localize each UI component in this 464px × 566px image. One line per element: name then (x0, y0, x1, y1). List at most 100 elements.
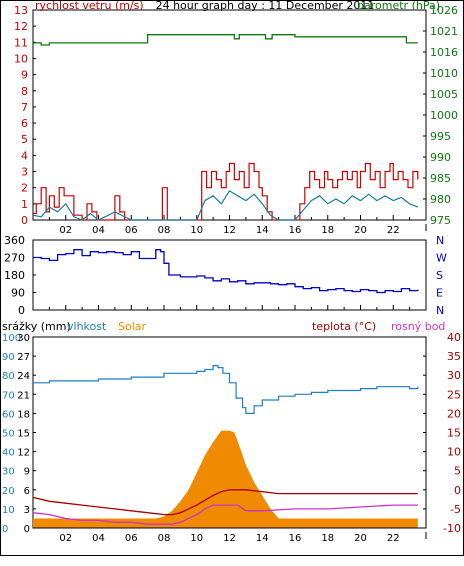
legend-label-3: teplota (°C) (312, 320, 376, 333)
direction-ytick-label: 90 (11, 287, 25, 300)
wind-ytick-label: 1 (21, 198, 28, 211)
wind-speed-line (33, 162, 419, 221)
wind-ytick-label: 8 (21, 85, 28, 98)
legend-label-1: vlhkost (67, 320, 107, 333)
direction-ytick-label: 270 (4, 252, 25, 265)
temperature-line (32, 489, 418, 516)
humidity-ytick-label: 30 (2, 467, 15, 478)
legend-label-0: srážky (mm) (2, 320, 71, 333)
temperature-ytick-label: 10 (447, 446, 461, 459)
direction-compass-label: N (436, 234, 444, 247)
temperature-ytick-label: -5 (450, 503, 461, 516)
humidity-ytick-label: 20 (2, 486, 15, 497)
wind-panel-xtick-label: 20 (354, 225, 367, 236)
climate-panel-xtick-label: 08 (158, 533, 171, 544)
wind-ytick-label: 9 (21, 69, 28, 82)
wind-panel-xtick-label: 10 (190, 225, 203, 236)
chart-title: 24 hour graph day : 11 December 2011 (156, 0, 375, 12)
solar-area (33, 430, 418, 528)
temperature-ytick-label: 35 (447, 350, 461, 363)
rain-ytick-label: 30 (17, 333, 30, 344)
direction-compass-label: E (436, 287, 443, 300)
temperature-ytick-label: 0 (454, 484, 461, 497)
barometer-line (33, 34, 418, 46)
direction-panel-frame (32, 239, 427, 311)
humidity-ytick-label: 70 (2, 390, 15, 401)
barometer-ytick-label: 980 (430, 193, 451, 206)
direction-ytick-label: 180 (4, 269, 25, 282)
humidity-ytick-label: 50 (2, 429, 15, 440)
barometer-ytick-label: 995 (430, 130, 451, 143)
humidity-line (33, 365, 419, 414)
wind-ytick-label: 11 (14, 36, 28, 49)
wind-panel-xtick-label: 06 (125, 225, 138, 236)
barometer-axis-title: barometr (hPa) (357, 0, 440, 12)
rain-ytick-label: 18 (17, 409, 30, 420)
temperature-ytick-label: -10 (443, 522, 461, 535)
barometer-ytick-label: 1021 (430, 25, 458, 38)
wind-direction-line (33, 249, 419, 294)
humidity-ytick-label: 0 (2, 524, 8, 535)
temperature-ytick-label: 30 (447, 369, 461, 382)
wind-ytick-label: 0 (21, 214, 28, 227)
wind-ytick-label: 6 (21, 117, 28, 130)
rain-ytick-label: 6 (24, 486, 30, 497)
temperature-ytick-label: 20 (447, 407, 461, 420)
wind-panel-xtick-label: 08 (158, 225, 171, 236)
barometer-ytick-label: 975 (430, 214, 451, 227)
rain-ytick-label: 27 (17, 352, 30, 363)
climate-panel-xtick-label: 02 (59, 533, 72, 544)
direction-compass-label: S (436, 269, 443, 282)
wind-panel-xtick-label: 02 (59, 225, 72, 236)
temperature-ytick-label: 15 (447, 427, 461, 440)
wind-axis-title: rychlost vetru (m/s) (35, 0, 144, 12)
rain-ytick-label: 24 (17, 371, 30, 382)
barometer-ytick-label: 1000 (430, 109, 458, 122)
legend-label-4: rosný bod (391, 320, 445, 333)
rain-ytick-label: 15 (17, 429, 30, 440)
wind-ytick-label: 3 (21, 166, 28, 179)
direction-compass-label: N (436, 304, 444, 317)
climate-panel-xtick-label: 12 (223, 533, 236, 544)
wind-ytick-label: 2 (21, 182, 28, 195)
humidity-ytick-label: 10 (2, 505, 15, 516)
wind-ytick-label: 13 (14, 4, 28, 17)
humidity-ytick-label: 90 (2, 352, 15, 363)
barometer-ytick-label: 985 (430, 172, 451, 185)
wind-ytick-label: 5 (21, 133, 28, 146)
wind-panel-xtick-label: 22 (387, 225, 400, 236)
temperature-ytick-label: 25 (447, 388, 461, 401)
rain-ytick-label: 3 (24, 505, 30, 516)
wind-ytick-label: 12 (14, 20, 28, 33)
wind-average-line (32, 190, 419, 221)
rain-ytick-label: 9 (24, 467, 30, 478)
wind-ytick-label: 7 (21, 101, 28, 114)
direction-ytick-label: 360 (4, 234, 25, 247)
dewpoint-line (32, 504, 418, 525)
climate-panel-xtick-label: 18 (321, 533, 334, 544)
rain-ytick-label: 0 (24, 524, 30, 535)
climate-panel-xtick-label: 10 (190, 533, 203, 544)
climate-panel-xtick-label: 14 (256, 533, 269, 544)
wind-panel-frame (32, 9, 427, 221)
rain-ytick-label: 21 (17, 390, 30, 401)
wind-panel-xtick-label: 04 (92, 225, 105, 236)
humidity-ytick-label: 100 (2, 333, 21, 344)
wind-panel-xtick-label: 16 (289, 225, 302, 236)
humidity-ytick-label: 80 (2, 371, 15, 382)
barometer-ytick-label: 1005 (430, 88, 458, 101)
climate-panel-xtick-label: 04 (92, 533, 105, 544)
direction-compass-label: W (436, 252, 447, 265)
wind-panel-xtick-label: 14 (256, 225, 269, 236)
climate-panel-xtick-label: 22 (387, 533, 400, 544)
climate-panel-xtick-label: 16 (289, 533, 302, 544)
climate-panel-xtick-label: 06 (125, 533, 138, 544)
temperature-ytick-label: 5 (454, 465, 461, 478)
humidity-ytick-label: 60 (2, 409, 15, 420)
direction-ytick-label: 0 (18, 304, 25, 317)
legend-label-2: Solar (118, 320, 147, 333)
rain-ytick-label: 12 (17, 448, 30, 459)
barometer-ytick-label: 1016 (430, 46, 458, 59)
